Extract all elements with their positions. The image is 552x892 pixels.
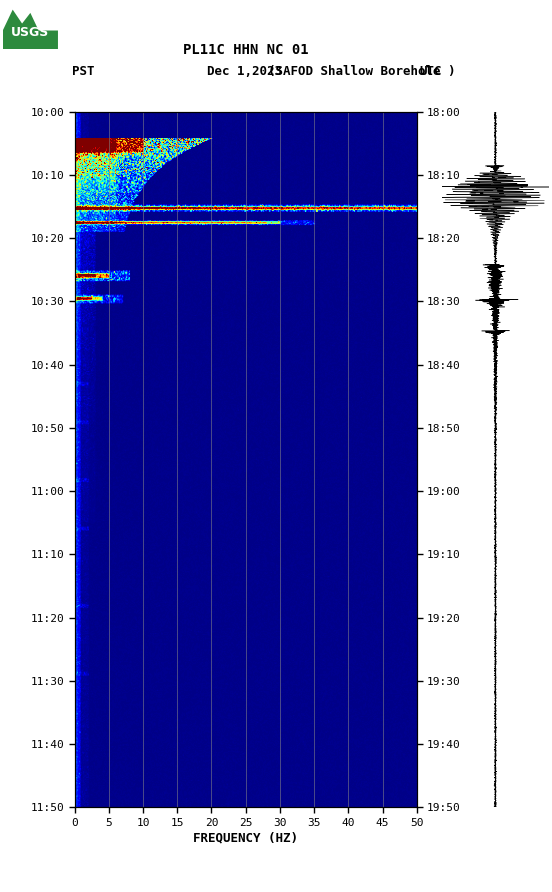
Text: Dec 1,2023: Dec 1,2023 [207, 65, 282, 78]
Text: USGS: USGS [11, 26, 50, 39]
Text: (SAFOD Shallow Borehole ): (SAFOD Shallow Borehole ) [268, 65, 455, 78]
Text: PL11C HHN NC 01: PL11C HHN NC 01 [183, 43, 309, 57]
X-axis label: FREQUENCY (HZ): FREQUENCY (HZ) [193, 832, 298, 845]
Text: PST: PST [72, 65, 94, 78]
Text: UTC: UTC [420, 65, 442, 78]
Polygon shape [3, 10, 58, 49]
